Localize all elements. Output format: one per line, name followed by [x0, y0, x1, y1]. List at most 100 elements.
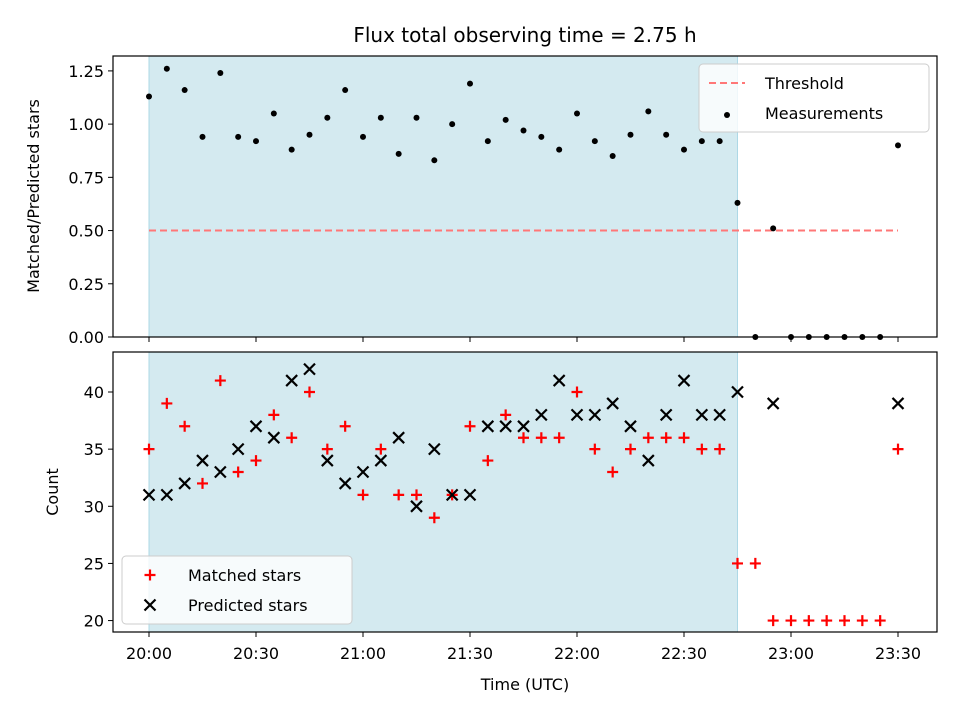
predicted-star-point	[410, 500, 423, 513]
predicted-star-point	[428, 442, 441, 456]
measurement-point	[520, 127, 527, 134]
matched-star-point	[714, 443, 726, 455]
measurement-point	[467, 80, 473, 87]
matched-star-point	[678, 432, 690, 444]
measurement-point	[360, 133, 366, 140]
predicted-star-point	[392, 431, 405, 444]
x-tick-label: 20:30	[233, 644, 279, 663]
measurement-point	[645, 108, 652, 115]
predicted-star-point	[481, 420, 495, 433]
predicted-star-point	[356, 465, 370, 479]
matched-star-point	[785, 615, 797, 627]
predicted-star-point	[766, 397, 780, 410]
matched-star-point	[232, 466, 244, 478]
matched-star-point	[321, 443, 333, 455]
top-y-tick-label: 1.25	[68, 62, 104, 81]
top-observing-window-span	[148, 55, 738, 338]
measurement-point	[609, 153, 616, 160]
measurement-point	[591, 138, 598, 145]
matched-star-point	[892, 443, 904, 455]
predicted-star-point	[178, 477, 191, 490]
measurement-point	[734, 199, 741, 206]
top-axes-frame	[112, 55, 938, 338]
measurement-point	[413, 114, 420, 121]
matched-star-point	[749, 557, 761, 569]
x-axis-label: Time (UTC)	[480, 675, 569, 694]
matched-star-point	[589, 443, 601, 455]
bottom-axes-frame	[112, 351, 938, 633]
legend-label: Threshold	[764, 74, 844, 93]
measurement-point	[627, 131, 634, 138]
measurement-point	[217, 70, 224, 77]
matched-star-point	[803, 615, 815, 627]
measurement-point	[574, 110, 580, 117]
matched-star-point	[500, 409, 512, 421]
x-tick-label: 21:30	[447, 644, 493, 663]
measurement-point	[288, 146, 295, 153]
predicted-star-point	[142, 488, 156, 502]
matched-star-point	[357, 489, 369, 501]
matched-star-point	[268, 409, 280, 421]
matched-star-point	[411, 489, 422, 501]
predicted-star-point	[196, 454, 209, 467]
measurement-point	[253, 138, 259, 145]
bottom-legend: Matched stars Predicted stars	[121, 555, 353, 625]
predicted-star-point	[499, 420, 512, 433]
legend-measurement-swatch	[724, 112, 730, 118]
x-tick-label: 22:30	[661, 644, 707, 663]
measurement-point	[324, 114, 331, 121]
predicted-star-point	[267, 431, 281, 444]
predicted-star-point	[303, 362, 316, 376]
bottom-y-tick-label: 40	[84, 383, 104, 402]
matched-star-point	[696, 443, 708, 455]
predicted-star-point	[321, 454, 334, 467]
measurement-point	[342, 87, 349, 94]
measurement-point	[431, 157, 438, 164]
matched-star-point	[286, 432, 298, 444]
chart-title: Flux total observing time = 2.75 h	[353, 23, 696, 47]
measurement-point	[681, 146, 687, 153]
measurement-point	[502, 116, 509, 123]
measurement-point	[663, 131, 670, 138]
legend-label: Matched stars	[188, 566, 301, 585]
top-y-tick-label: 0.75	[68, 168, 104, 187]
matched-star-point	[143, 443, 155, 455]
matched-star-point	[339, 420, 351, 432]
measurement-point	[199, 133, 206, 140]
bottom-y-tick-label: 20	[84, 612, 104, 631]
matched-star-point	[607, 466, 619, 478]
matched-star-point	[660, 432, 672, 444]
legend-label: Measurements	[765, 104, 883, 123]
predicted-star-point	[214, 465, 227, 479]
top-y-tick-label: 0.25	[68, 275, 104, 294]
measurement-point	[270, 110, 277, 117]
predicted-star-point	[731, 385, 744, 399]
top-legend: Threshold Measurements	[698, 63, 930, 133]
predicted-star-point	[463, 488, 477, 502]
predicted-star-point	[445, 488, 459, 502]
measurement-point	[235, 133, 242, 140]
predicted-star-point	[588, 408, 602, 422]
predicted-star-point	[624, 420, 637, 433]
measurement-point	[895, 142, 901, 149]
predicted-star-point	[552, 374, 566, 387]
measurement-point	[770, 225, 777, 232]
bottom-y-tick-label: 25	[84, 554, 104, 573]
bottom-y-tick-label: 30	[84, 497, 104, 516]
matched-star-point	[642, 432, 654, 444]
measurement-point	[306, 131, 313, 138]
x-tick-label: 23:30	[875, 644, 921, 663]
predicted-star-point	[659, 408, 673, 422]
matched-star-point	[518, 432, 529, 444]
top-y-tick-label: 1.00	[68, 115, 104, 134]
x-tick-label: 22:00	[554, 644, 600, 663]
predicted-star-point	[642, 454, 655, 467]
matched-star-point	[732, 557, 743, 569]
top-panel: 0.00 0.25 0.50 0.75 1.00 1.25 Threshold Measure…	[68, 55, 938, 347]
bottom-legend-box	[121, 555, 353, 625]
predicted-star-point	[374, 454, 388, 467]
matched-star-point	[428, 512, 440, 524]
predicted-star-point	[517, 420, 530, 433]
predicted-star-point	[713, 408, 726, 422]
predicted-star-point	[249, 420, 263, 433]
